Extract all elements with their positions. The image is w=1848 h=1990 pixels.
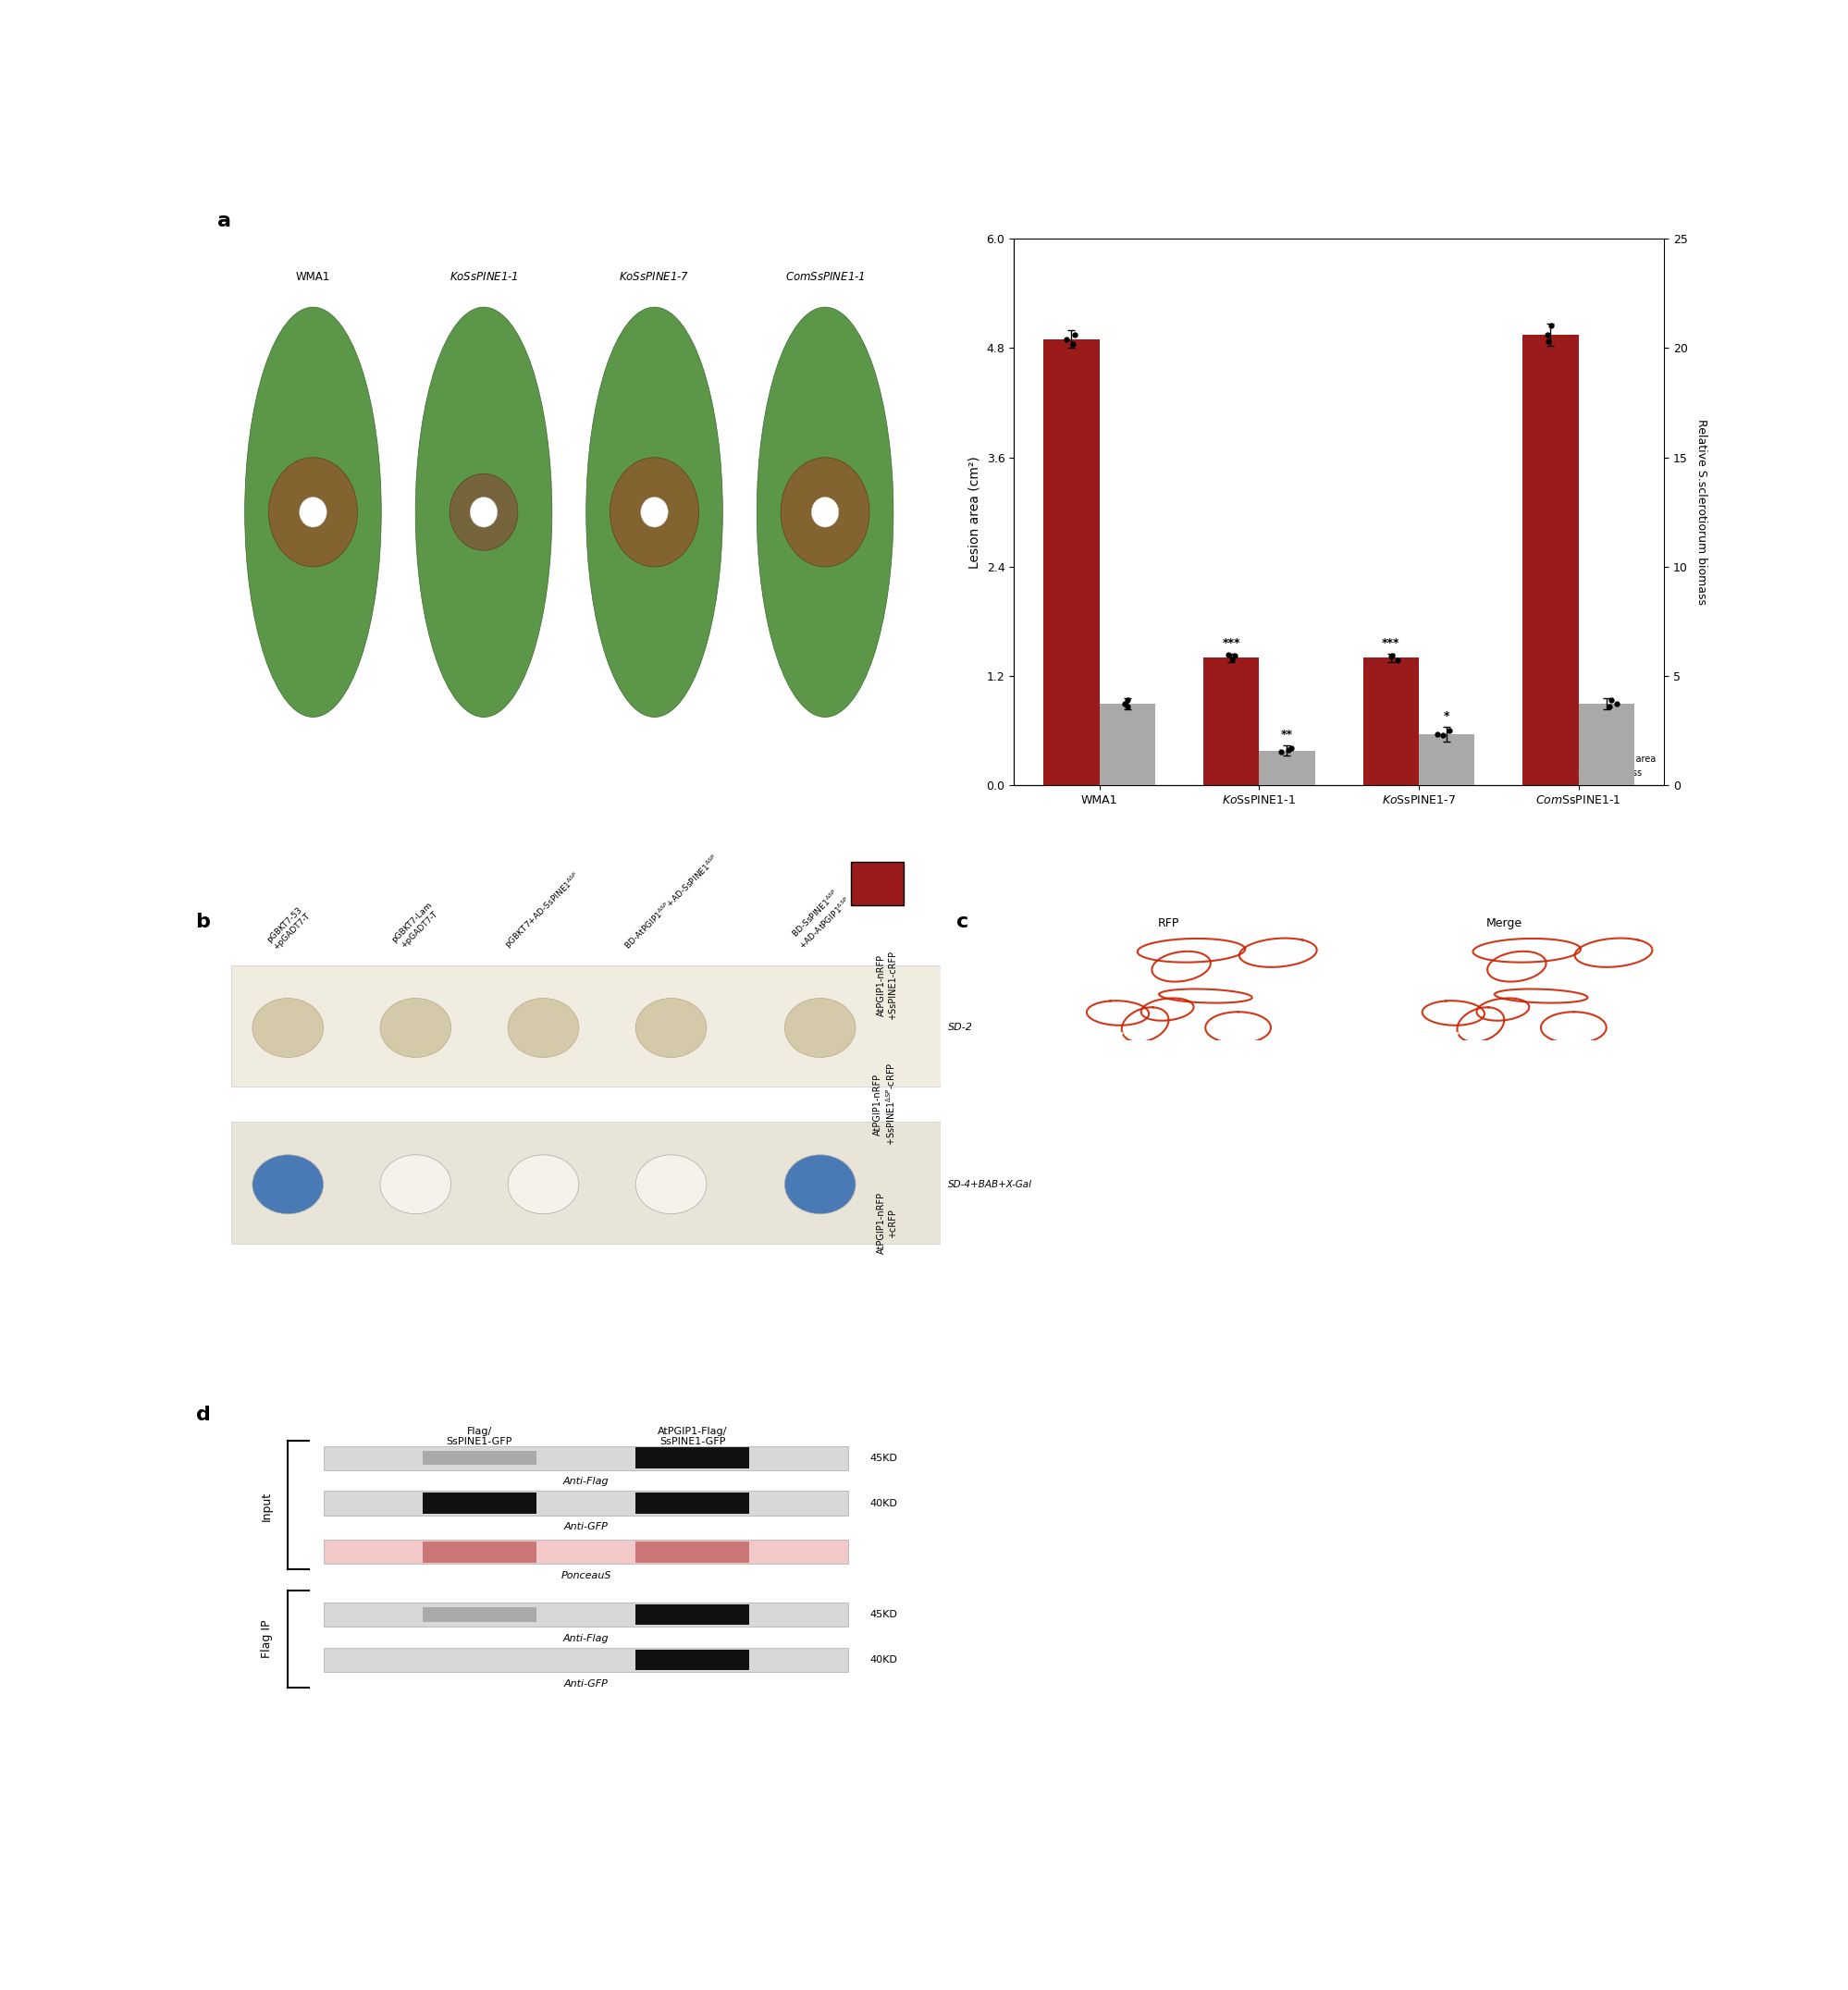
Bar	[1203, 659, 1258, 786]
Bar	[1362, 659, 1417, 786]
Ellipse shape	[610, 458, 699, 567]
Text: 40KD: 40KD	[869, 1498, 896, 1508]
Text: Anti-GFP: Anti-GFP	[564, 1522, 608, 1532]
Text: 50 μm: 50 μm	[1061, 1138, 1085, 1146]
Ellipse shape	[508, 1154, 578, 1214]
Text: 50 μm: 50 μm	[1061, 1019, 1085, 1029]
Text: $Ko$SsPINE1-1: $Ko$SsPINE1-1	[449, 271, 517, 283]
Text: 50 μm: 50 μm	[1395, 1138, 1419, 1146]
Text: Flag/
SsPINE1-GFP: Flag/ SsPINE1-GFP	[445, 1427, 512, 1447]
Text: Input: Input	[261, 1492, 272, 1522]
Text: Flag IP: Flag IP	[261, 1620, 272, 1658]
Ellipse shape	[508, 999, 578, 1057]
Ellipse shape	[636, 1154, 706, 1214]
Bar	[1042, 338, 1100, 786]
FancyBboxPatch shape	[636, 1542, 748, 1562]
FancyBboxPatch shape	[323, 1648, 848, 1672]
Bar	[1417, 734, 1475, 786]
Ellipse shape	[449, 474, 517, 551]
FancyBboxPatch shape	[636, 1650, 748, 1670]
FancyBboxPatch shape	[323, 1602, 848, 1626]
Text: PonceauS: PonceauS	[560, 1570, 612, 1580]
Ellipse shape	[780, 458, 869, 567]
Legend: Lesion area, Biomass: Lesion area, Biomass	[1574, 750, 1660, 780]
FancyBboxPatch shape	[636, 1447, 748, 1469]
Y-axis label: Relative S.sclerotiorum biomass: Relative S.sclerotiorum biomass	[1695, 420, 1706, 605]
Ellipse shape	[756, 306, 893, 716]
Text: pGBKT7-Lam
+pGADT7-T: pGBKT7-Lam +pGADT7-T	[390, 901, 440, 951]
FancyBboxPatch shape	[323, 1491, 848, 1516]
Text: **: **	[1281, 728, 1292, 740]
Ellipse shape	[469, 498, 497, 527]
Ellipse shape	[641, 498, 667, 527]
Ellipse shape	[253, 1154, 323, 1214]
Text: ***: ***	[1380, 637, 1399, 649]
Text: 45KD: 45KD	[869, 1610, 896, 1620]
Ellipse shape	[784, 999, 856, 1057]
Bar	[1258, 750, 1314, 786]
Text: 40KD: 40KD	[869, 1656, 896, 1664]
Ellipse shape	[268, 458, 357, 567]
Text: *: *	[1443, 710, 1449, 722]
Text: 50 μm: 50 μm	[1061, 1258, 1085, 1266]
FancyBboxPatch shape	[231, 965, 941, 1087]
Text: d: d	[196, 1405, 211, 1425]
Ellipse shape	[299, 498, 327, 527]
Text: 50 μm: 50 μm	[1395, 1019, 1419, 1029]
Text: BD-AtPGIP1$^{\Delta SP}$+AD-SsPINE1$^{\Delta SP}$: BD-AtPGIP1$^{\Delta SP}$+AD-SsPINE1$^{\D…	[621, 852, 721, 951]
Ellipse shape	[784, 1154, 856, 1214]
FancyBboxPatch shape	[323, 1447, 848, 1471]
Ellipse shape	[244, 306, 381, 716]
Text: AtPGIP1-nRFP
+cRFP: AtPGIP1-nRFP +cRFP	[876, 1192, 896, 1254]
Text: AtPGIP1-nRFP
+SsPINE1-cRFP: AtPGIP1-nRFP +SsPINE1-cRFP	[876, 951, 896, 1021]
Text: c: c	[955, 913, 968, 931]
Text: a: a	[218, 211, 231, 231]
FancyBboxPatch shape	[231, 1122, 941, 1244]
Bar	[1523, 334, 1578, 786]
Text: pGBKT7-53
+pGADT7-T: pGBKT7-53 +pGADT7-T	[264, 905, 310, 951]
Bar	[1100, 702, 1155, 786]
FancyBboxPatch shape	[423, 1492, 536, 1514]
Text: 45KD: 45KD	[869, 1453, 896, 1463]
FancyBboxPatch shape	[423, 1542, 536, 1562]
FancyBboxPatch shape	[636, 1604, 748, 1626]
Ellipse shape	[636, 999, 706, 1057]
Ellipse shape	[811, 498, 839, 527]
Text: 50 μm: 50 μm	[1395, 1258, 1419, 1266]
Ellipse shape	[586, 306, 723, 716]
Ellipse shape	[381, 999, 451, 1057]
FancyBboxPatch shape	[850, 862, 904, 905]
Title: RFP: RFP	[1157, 917, 1179, 929]
Y-axis label: Lesion area (cm²): Lesion area (cm²)	[968, 456, 981, 569]
Text: ***: ***	[1222, 637, 1240, 649]
Ellipse shape	[381, 1154, 451, 1214]
Text: SD-2: SD-2	[948, 1023, 972, 1033]
Bar	[1578, 702, 1634, 786]
Text: WMA1: WMA1	[296, 271, 331, 283]
FancyBboxPatch shape	[323, 1540, 848, 1564]
FancyBboxPatch shape	[423, 1608, 536, 1622]
FancyBboxPatch shape	[636, 1492, 748, 1514]
Ellipse shape	[253, 999, 323, 1057]
Text: BD-SsPINE1$^{\Delta SP}$
+AD-AtPGIP1$^{\Delta SP}$: BD-SsPINE1$^{\Delta SP}$ +AD-AtPGIP1$^{\…	[787, 886, 852, 951]
Text: $Com$SsPINE1-1: $Com$SsPINE1-1	[785, 271, 865, 283]
Text: $Ko$SsPINE1-7: $Ko$SsPINE1-7	[619, 271, 689, 283]
Text: pGBKT7+AD-SsPINE1$^{\Delta SP}$: pGBKT7+AD-SsPINE1$^{\Delta SP}$	[503, 870, 584, 951]
Text: SD-4+BAB+X-Gal: SD-4+BAB+X-Gal	[948, 1180, 1031, 1188]
Title: Merge: Merge	[1486, 917, 1521, 929]
Text: b: b	[196, 913, 211, 931]
Text: AtPGIP1-nRFP
+SsPINE1$^{\Delta SP}$-cRFP: AtPGIP1-nRFP +SsPINE1$^{\Delta SP}$-cRFP	[872, 1063, 896, 1146]
Ellipse shape	[416, 306, 553, 716]
FancyBboxPatch shape	[423, 1451, 536, 1465]
Text: Anti-GFP: Anti-GFP	[564, 1680, 608, 1688]
Text: AtPGIP1-Flag/
SsPINE1-GFP: AtPGIP1-Flag/ SsPINE1-GFP	[658, 1427, 726, 1447]
Text: Anti-Flag: Anti-Flag	[562, 1477, 608, 1487]
Text: Anti-Flag: Anti-Flag	[562, 1634, 608, 1644]
